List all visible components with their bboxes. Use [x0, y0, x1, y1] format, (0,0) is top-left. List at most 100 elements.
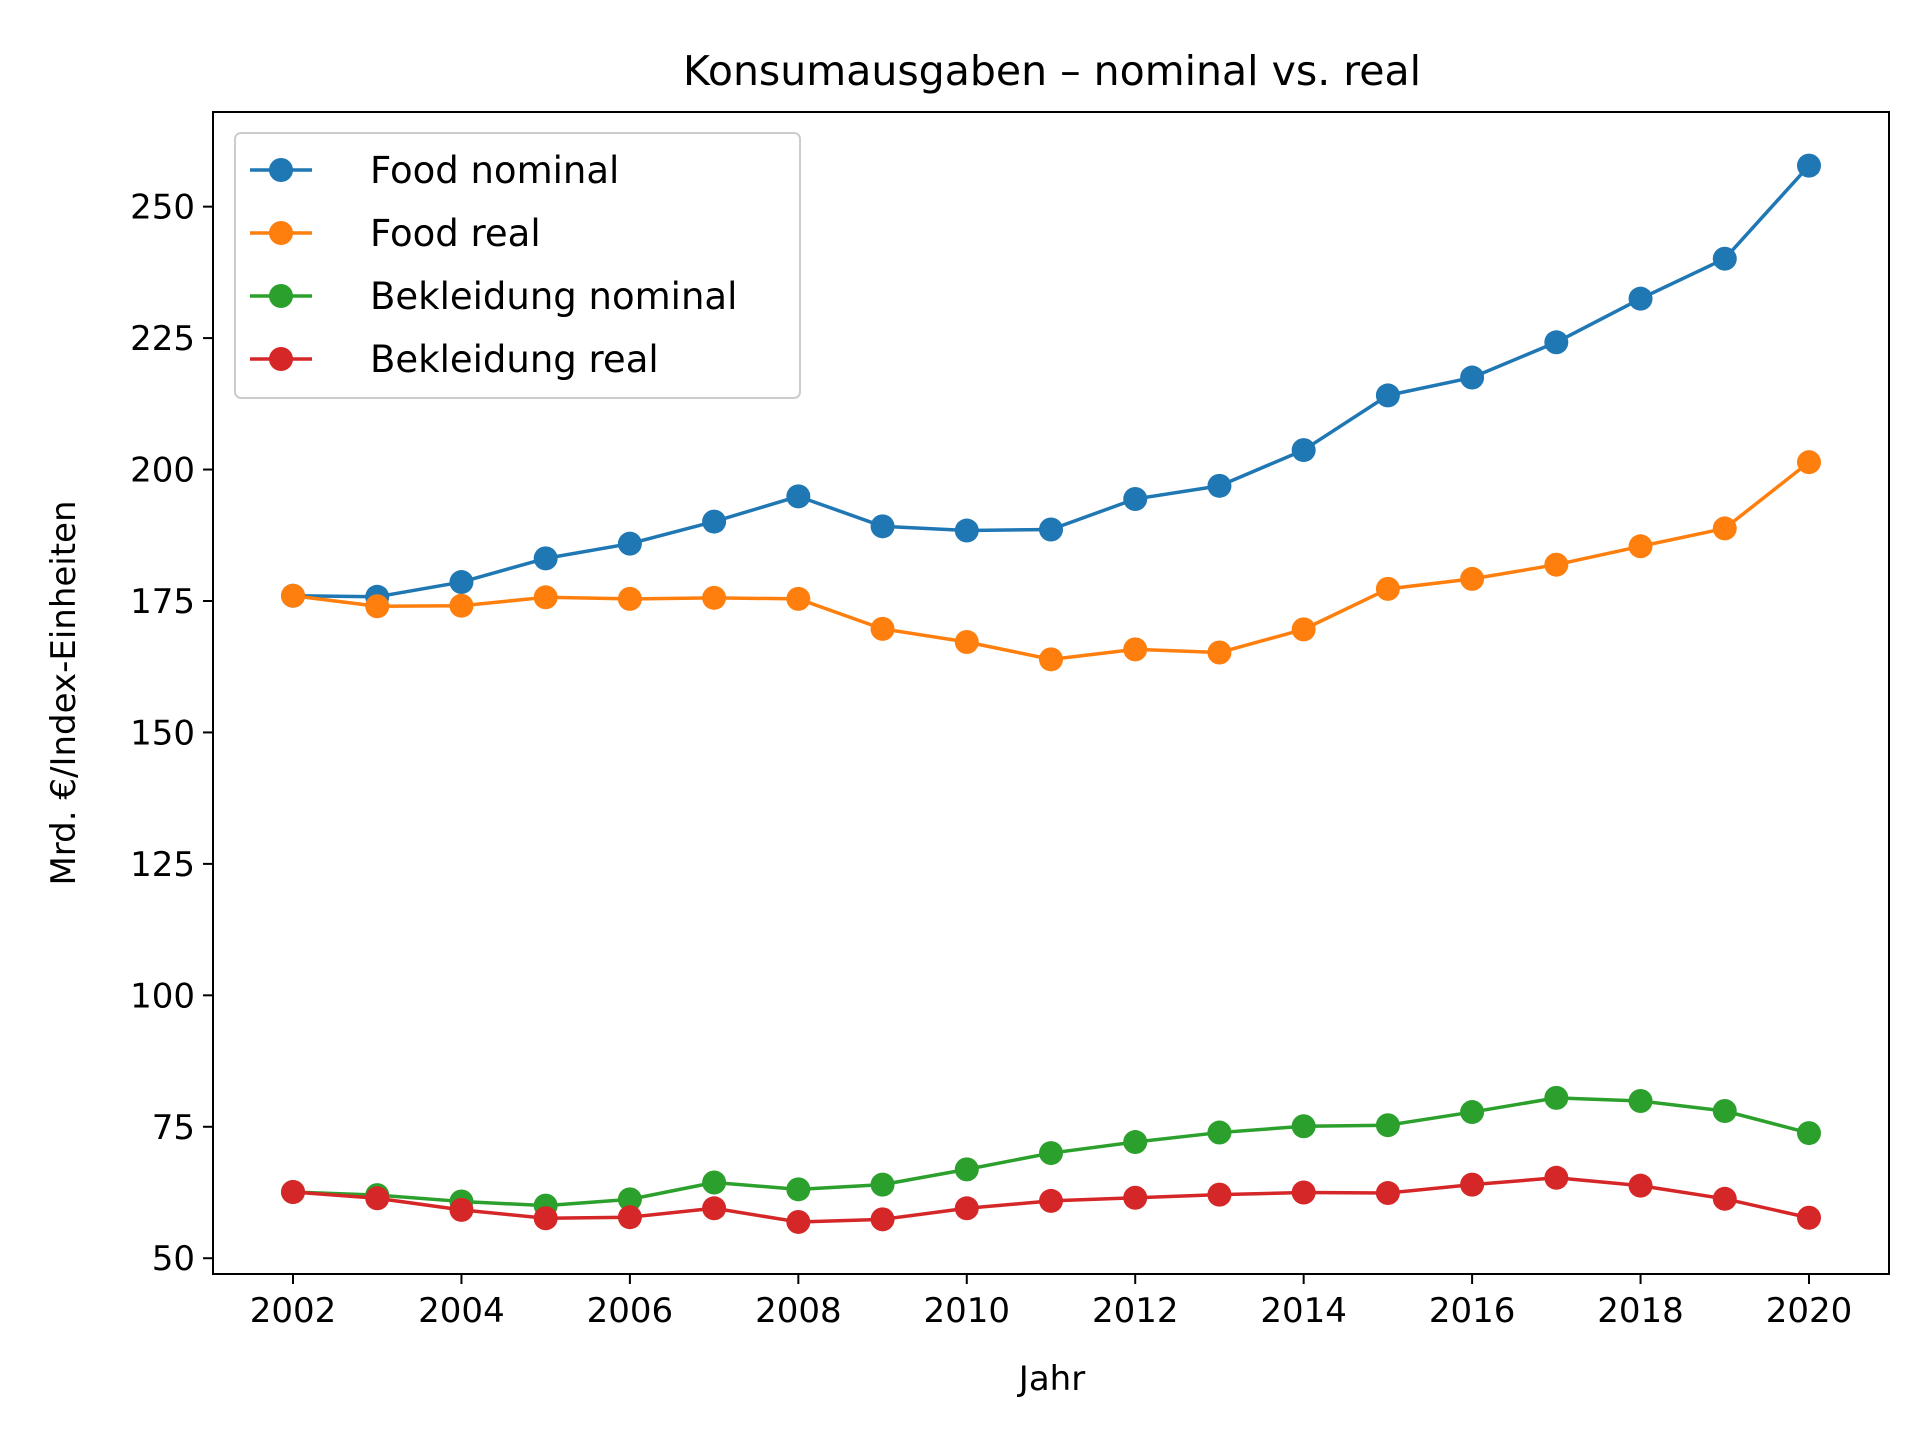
- data-point: [1039, 517, 1063, 542]
- y-tick-label: 100: [130, 976, 195, 1016]
- x-tick-label: 2016: [1429, 1291, 1516, 1331]
- data-point: [786, 1209, 811, 1234]
- y-tick-label: 225: [130, 319, 195, 359]
- data-point: [1123, 486, 1148, 511]
- data-point: [449, 593, 474, 618]
- data-point: [1039, 1188, 1063, 1213]
- data-point: [1207, 473, 1232, 498]
- legend-label: Bekleidung real: [370, 338, 659, 381]
- data-point: [1123, 1130, 1148, 1155]
- data-point: [702, 585, 727, 610]
- data-point: [617, 531, 642, 556]
- series-group: [281, 1165, 1821, 1234]
- plot-area: [281, 153, 1821, 1234]
- data-point: [702, 1170, 727, 1195]
- data-point: [1796, 1205, 1821, 1230]
- data-point: [954, 1157, 979, 1182]
- x-tick-label: 2014: [1260, 1291, 1347, 1331]
- data-point: [1460, 1100, 1485, 1125]
- y-tick-label: 250: [130, 188, 195, 228]
- data-point: [1207, 1182, 1232, 1207]
- legend-item: Bekleidung real: [250, 338, 659, 381]
- data-point: [1123, 1185, 1148, 1210]
- data-point: [702, 509, 727, 534]
- y-tick-label: 175: [130, 582, 195, 622]
- data-point: [1291, 1114, 1316, 1139]
- series-group: [281, 450, 1821, 672]
- data-point: [1712, 1099, 1737, 1124]
- legend-swatch-marker: [269, 284, 293, 308]
- data-point: [1712, 516, 1737, 541]
- legend-swatch-marker: [269, 158, 293, 182]
- data-point: [702, 1196, 727, 1221]
- data-point: [1628, 534, 1653, 559]
- data-point: [870, 514, 895, 539]
- data-point: [1039, 1141, 1063, 1166]
- data-point: [281, 1179, 306, 1204]
- data-point: [1207, 1120, 1232, 1145]
- data-point: [1375, 576, 1400, 601]
- x-tick-label: 2006: [587, 1291, 674, 1331]
- legend-item: Food real: [250, 212, 541, 255]
- y-tick-label: 75: [152, 1108, 195, 1148]
- y-tick-label: 50: [152, 1239, 195, 1279]
- data-point: [1544, 1165, 1569, 1190]
- data-point: [533, 546, 558, 571]
- data-point: [870, 616, 895, 641]
- data-point: [617, 1187, 642, 1212]
- data-point: [281, 583, 306, 608]
- data-point: [786, 586, 811, 611]
- data-point: [954, 629, 979, 654]
- data-point: [617, 1205, 642, 1230]
- data-point: [617, 586, 642, 611]
- data-point: [449, 570, 474, 595]
- data-point: [1796, 153, 1821, 178]
- x-tick-label: 2004: [418, 1291, 505, 1331]
- y-axis: 50 75 100 125 150 175 200 225 250: [130, 188, 213, 1279]
- chart-title: Konsumausgaben – nominal vs. real: [683, 47, 1421, 95]
- data-point: [1796, 1121, 1821, 1146]
- data-point: [786, 484, 811, 509]
- data-point: [1544, 330, 1569, 355]
- data-point: [1796, 450, 1821, 475]
- legend-box: [234, 132, 801, 399]
- y-axis-label: Mrd. €/Index-Einheiten: [44, 500, 84, 885]
- data-point: [1544, 1085, 1569, 1110]
- legend-label: Food nominal: [370, 149, 619, 192]
- x-axis-label: Jahr: [1017, 1359, 1085, 1399]
- data-point: [1375, 1113, 1400, 1138]
- data-point: [1544, 552, 1569, 577]
- y-tick-label: 125: [130, 845, 195, 885]
- x-tick-label: 2018: [1597, 1291, 1684, 1331]
- data-point: [786, 1177, 811, 1202]
- data-point: [1460, 365, 1485, 390]
- data-point: [1460, 1172, 1485, 1197]
- data-point: [1291, 1180, 1316, 1205]
- data-point: [533, 585, 558, 610]
- data-point: [1712, 246, 1737, 271]
- data-point: [1291, 438, 1316, 463]
- data-point: [1375, 383, 1400, 408]
- data-point: [870, 1207, 895, 1232]
- legend-swatch-marker: [269, 347, 293, 371]
- data-point: [1375, 1181, 1400, 1206]
- data-point: [533, 1206, 558, 1231]
- data-point: [1123, 637, 1148, 662]
- x-tick-label: 2020: [1766, 1291, 1853, 1331]
- x-tick-label: 2002: [250, 1291, 337, 1331]
- data-point: [1291, 617, 1316, 642]
- legend-label: Bekleidung nominal: [370, 275, 737, 318]
- legend: Food nominal Food real Bekleidung nominal B…: [234, 132, 801, 399]
- data-point: [1628, 286, 1653, 311]
- data-point: [870, 1172, 895, 1197]
- data-point: [1628, 1089, 1653, 1114]
- data-point: [954, 518, 979, 543]
- data-point: [365, 594, 390, 619]
- y-tick-label: 200: [130, 451, 195, 491]
- x-axis: 2002 2004 2006 2008 2010 2012 2014 2016 2018 2020: [250, 1274, 1853, 1331]
- data-point: [1460, 566, 1485, 591]
- data-point: [1712, 1186, 1737, 1211]
- data-point: [954, 1196, 979, 1221]
- data-point: [1039, 647, 1063, 672]
